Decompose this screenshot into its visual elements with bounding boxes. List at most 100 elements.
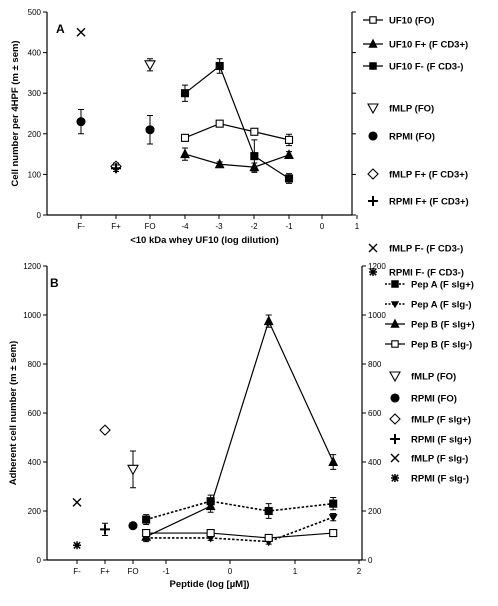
panel-a-series-2-point: [215, 61, 224, 71]
panel-a-series-2-point: [180, 89, 190, 98]
panel-b-legend-5-marker: [390, 393, 400, 403]
panel-b-ytick-label-right: 1200: [368, 262, 386, 271]
panel-a-ytick-label: 0: [37, 211, 42, 220]
panel-b-series-2-line: [145, 319, 334, 538]
panel-b-legend-6-label: fMLP (F slg+): [411, 415, 471, 426]
panel-a-legend-8-marker: [369, 268, 377, 276]
panel-b-legend-3-marker-shape: [391, 340, 399, 348]
panel-a-control-5-point: [76, 117, 86, 127]
panel-a-legend-3-label: fMLP (FO): [389, 104, 434, 115]
panel-a-legend-6-marker-shape: [368, 196, 378, 206]
panel-a-series-0-line: [184, 123, 290, 141]
panel-a-series-2-line: [184, 65, 290, 179]
panel-b-series-1-point-shape: [328, 514, 338, 522]
panel-a-ytick-label: 300: [28, 89, 42, 98]
panel-a-legend-0-marker-shape: [369, 16, 377, 24]
panel-b-legend-0-marker-shape: [391, 280, 399, 288]
panel-a-legend-2-marker-shape: [369, 62, 377, 70]
panel-b-ytick-label-right: 1000: [368, 311, 386, 320]
panel-b-series-3-point: [142, 528, 151, 538]
panel-a-control-3-point-shape: [111, 163, 121, 174]
panel-b-ytick-label: 800: [28, 360, 42, 369]
panel-b-legend-3-marker: [391, 340, 399, 348]
panel-b-legend-2-marker-shape: [390, 318, 400, 328]
panel-b-ytick-label: 200: [28, 507, 42, 516]
panel-a-series-0-point-shape: [284, 135, 294, 144]
panel-b-series-3-point: [206, 528, 215, 538]
panel-b-control-3-point: [100, 524, 110, 535]
panel-b-series-3-point: [264, 533, 273, 543]
panel-b-legend-7-marker: [390, 434, 400, 444]
panel-a-control-1-point: [145, 125, 155, 135]
panel-a-series-2-point: [250, 152, 259, 161]
panel-b-control-0-point-shape: [127, 464, 139, 476]
panel-b-ytick-label-right: 800: [368, 360, 382, 369]
panel-b-ytick-label: 1000: [23, 311, 41, 320]
panel-b-legend-1-label: Pep A (F slg-): [411, 300, 472, 311]
panel-b-legend-6-marker-shape: [389, 413, 401, 425]
panel-b-series-3-point-shape: [206, 528, 215, 538]
panel-a-legend-8-marker-shape: [369, 268, 377, 276]
panel-b-series-3-point-shape: [142, 528, 151, 538]
panel-a-xtick-label: -1: [285, 222, 293, 231]
panel-a-xlabel: <10 kDa whey UF10 (log dilution): [130, 235, 279, 246]
panel-b-legend-5-label: RPMI (FO): [411, 394, 457, 405]
panel-b-legend-4-marker-shape: [389, 371, 401, 383]
panel-a-xtick-label: -2: [250, 222, 258, 231]
panel-a-legend-8-label: RPMI F- (F CD3-): [389, 268, 464, 279]
panel-a-control-4-point: [76, 27, 86, 37]
panel-a-legend-4-marker-shape: [368, 131, 378, 141]
panel-b-legend-1-marker: [390, 301, 400, 309]
panel-a-series-0-point: [284, 135, 294, 144]
panel-a-series-2-point-shape: [215, 61, 224, 71]
panel-b-legend-6-marker: [389, 413, 401, 425]
panel-a-legend-3-marker-shape: [367, 103, 379, 115]
panel-a-legend-5-marker: [367, 168, 379, 180]
panel-b-series-2-point-shape: [263, 315, 274, 326]
panel-b-control-2-point: [99, 424, 111, 436]
panel-b-legend-2-label: Pep B (F slg+): [411, 320, 475, 331]
panel-a-series-0-point: [180, 133, 190, 142]
panel-b-xtick-label: 1: [293, 567, 298, 576]
panel-b-letter: B: [50, 276, 59, 290]
panel-b-legend-3-label: Pep B (F slg-): [411, 340, 472, 351]
panel-a-legend-0-label: UF10 (FO): [389, 16, 434, 27]
panel-a-xtick-label: F-: [77, 222, 85, 231]
panel-b-legend-8-marker-shape: [390, 453, 400, 463]
panel-b-legend-2-marker: [390, 318, 400, 328]
panel-a-series-2-point-shape: [180, 89, 190, 98]
panel-b-control-5-point-shape: [73, 541, 81, 550]
panel-a-series-1-point: [180, 148, 190, 159]
panel-b-legend-8-label: fMLP (F slg-): [411, 454, 468, 465]
panel-b-ytick-label-right: 200: [368, 507, 382, 516]
panel-b-series-1-point: [328, 514, 338, 522]
panel-a-legend-1-marker: [368, 38, 378, 48]
panel-b-series-2-point-shape: [328, 456, 339, 467]
panel-a-legend-1-marker-shape: [368, 38, 378, 48]
panel-a-ylabel: Cell number per 4HPF (m ± sem): [10, 40, 21, 186]
panel-a-legend-6-marker: [368, 196, 378, 206]
panel-a-legend-0-marker: [369, 16, 377, 24]
panel-b-xtick-label: 0: [228, 567, 233, 576]
panel-b-xlabel: Peptide (log [µM]): [170, 579, 250, 590]
panel-a-legend-7-label: fMLP F- (F CD3-): [389, 244, 463, 255]
panel-a-control-0-point-shape: [144, 60, 156, 71]
panel-a-series-0-point-shape: [180, 133, 190, 142]
panel-b-xtick-label: 2: [357, 567, 362, 576]
panel-b-legend-4-label: fMLP (FO): [411, 372, 456, 383]
panel-b-series-0-point: [142, 515, 151, 524]
panel-a-xtick-label: -4: [181, 222, 189, 231]
panel-b-control-4-point-shape: [72, 497, 82, 507]
panel-a-series-0-point: [215, 119, 224, 128]
panel-a-xtick-label: -3: [215, 222, 223, 231]
panel-a-control-1-point-shape: [145, 125, 155, 135]
panel-a-legend-2-marker: [369, 62, 377, 70]
panel-b-series-0-point-shape: [142, 515, 151, 524]
panel-a-legend-2-label: UF10 F- (F CD3-): [389, 62, 463, 73]
panel-a-series-0-point-shape: [215, 119, 224, 128]
panel-b-ytick-label-right: 600: [368, 409, 382, 418]
panel-a-ytick-label: 500: [28, 8, 42, 17]
panel-a-legend-7-marker: [368, 243, 378, 253]
panel-b-series-2-point-shape: [205, 500, 216, 511]
